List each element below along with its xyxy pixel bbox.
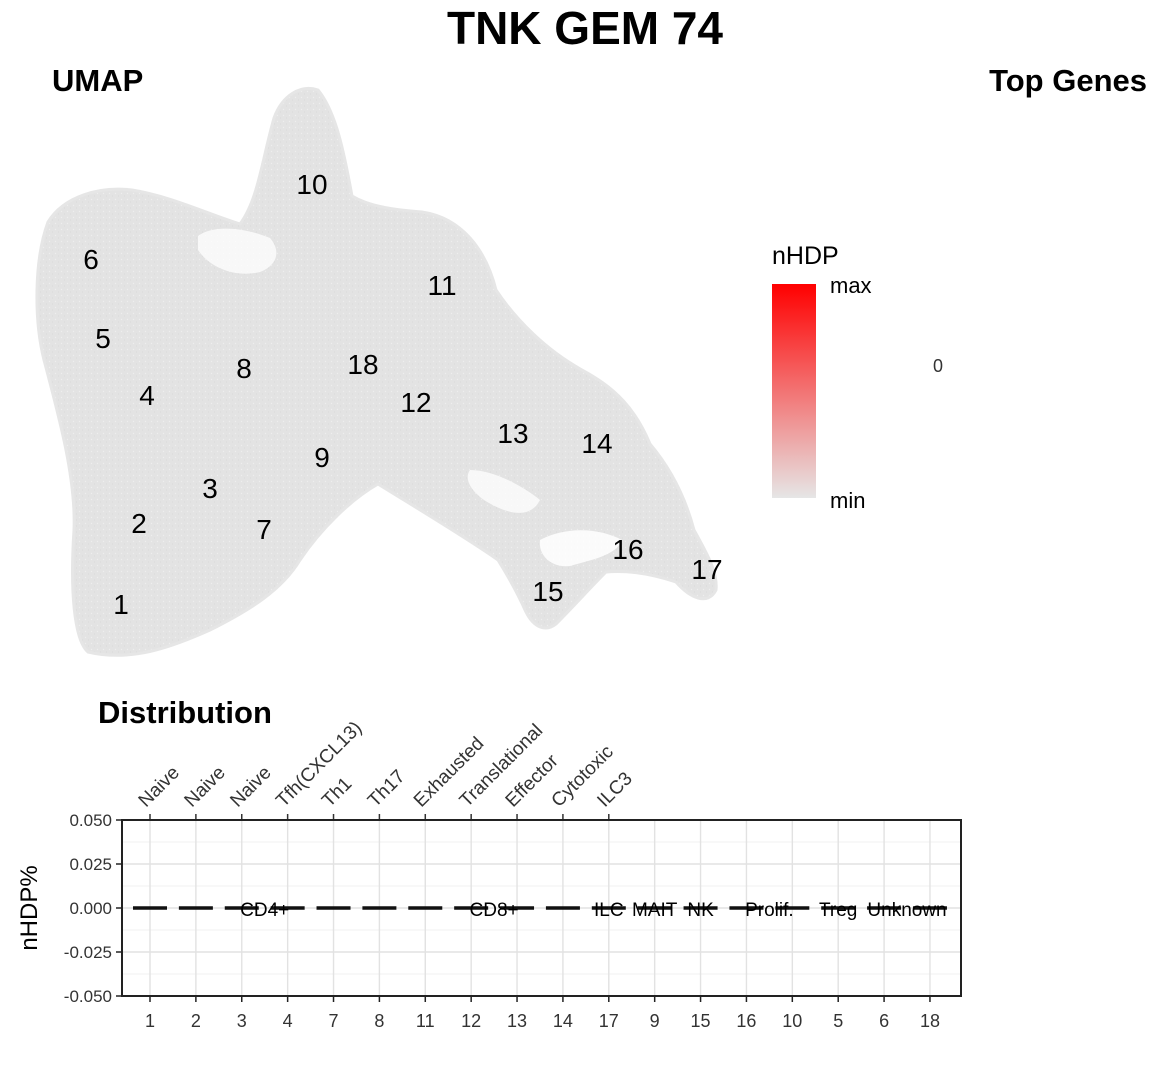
legend-title: nHDP — [772, 242, 839, 270]
group-label: NK — [687, 900, 714, 921]
x-tick-label: 8 — [374, 1011, 384, 1031]
legend-min-label: min — [830, 488, 865, 513]
umap-cluster-label: 14 — [581, 428, 612, 459]
x-tick-label: 6 — [879, 1011, 889, 1031]
distribution-x-ticks: 1 2 3 4 7 8 11 12 13 14 17 9 15 16 10 5 6 18 — [145, 996, 940, 1031]
distribution-title: Distribution — [98, 695, 272, 730]
umap-cluster-label: 9 — [314, 442, 330, 473]
figure-title: TNK GEM 74 — [447, 2, 723, 54]
top-genes-title: Top Genes — [989, 63, 1147, 98]
y-tick-label: 0.025 — [69, 855, 112, 874]
x-tick-label: 12 — [461, 1011, 481, 1031]
x-tick-label: 4 — [283, 1011, 293, 1031]
umap-cluster-label: 16 — [612, 534, 643, 565]
umap-point-cloud — [35, 87, 718, 657]
distribution-group-labels: CD4+ CD8+ ILC MAIT NK Prolif. Treg Unknown — [240, 900, 946, 921]
umap-cluster-label: 6 — [83, 244, 99, 275]
top-category-label: Th1 — [318, 774, 356, 812]
umap-cluster-label: 8 — [236, 353, 252, 384]
top-category-label: ILC3 — [593, 768, 636, 811]
umap-cluster-label: 10 — [296, 169, 327, 200]
umap-cluster-label: 1 — [113, 589, 129, 620]
umap-embedding — [35, 87, 718, 657]
legend-max-label: max — [830, 273, 872, 298]
x-tick-label: 2 — [191, 1011, 201, 1031]
group-label: CD4+ — [240, 900, 289, 921]
x-tick-label: 15 — [691, 1011, 711, 1031]
x-tick-label: 11 — [416, 1011, 435, 1031]
x-tick-label: 7 — [329, 1011, 339, 1031]
distribution-y-ticks: 0.050 0.025 0.000 -0.025 -0.050 — [64, 811, 122, 1006]
distribution-y-axis-label: nHDP% — [16, 865, 43, 950]
y-tick-label: -0.050 — [64, 987, 112, 1006]
umap-cluster-label: 7 — [256, 514, 272, 545]
color-legend: nHDP max min — [772, 242, 872, 513]
x-tick-label: 10 — [782, 1011, 802, 1031]
umap-cluster-label: 5 — [95, 323, 111, 354]
umap-gap-bottom — [539, 530, 622, 567]
umap-gap-top — [198, 228, 277, 274]
group-label: Treg — [819, 900, 857, 921]
x-tick-label: 14 — [553, 1011, 573, 1031]
x-tick-label: 13 — [507, 1011, 527, 1031]
x-tick-label: 9 — [650, 1011, 660, 1031]
umap-cluster-label: 11 — [427, 270, 456, 301]
x-tick-label: 18 — [920, 1011, 940, 1031]
x-tick-label: 5 — [833, 1011, 843, 1031]
x-tick-label: 3 — [237, 1011, 247, 1031]
umap-cluster-label: 12 — [400, 387, 431, 418]
top-category-label: Th17 — [364, 766, 409, 811]
umap-cluster-label: 17 — [691, 554, 722, 585]
group-label: ILC — [594, 900, 624, 921]
legend-color-bar — [772, 284, 816, 498]
x-tick-label: 1 — [145, 1011, 155, 1031]
umap-cluster-label: 4 — [139, 380, 155, 411]
umap-cluster-label: 2 — [131, 508, 147, 539]
group-label: Unknown — [867, 900, 946, 921]
top-genes-value: 0 — [933, 356, 943, 376]
top-category-label: Naive — [226, 762, 275, 811]
top-category-label: Naive — [135, 762, 184, 811]
umap-cluster-label: 18 — [347, 349, 378, 380]
group-label: CD8+ — [470, 900, 519, 921]
umap-cluster-label: 3 — [202, 473, 218, 504]
y-tick-label: -0.025 — [64, 943, 112, 962]
top-category-label: Naive — [181, 762, 230, 811]
x-tick-label: 17 — [599, 1011, 619, 1031]
y-tick-label: 0.000 — [69, 899, 112, 918]
x-tick-label: 16 — [736, 1011, 756, 1031]
umap-cluster-label: 13 — [497, 418, 528, 449]
umap-cluster-label: 15 — [532, 576, 563, 607]
group-label: Prolif. — [745, 900, 794, 921]
umap-gap-right — [467, 470, 540, 513]
group-label: MAIT — [632, 900, 678, 921]
y-tick-label: 0.050 — [69, 811, 112, 830]
umap-title: UMAP — [52, 63, 143, 98]
